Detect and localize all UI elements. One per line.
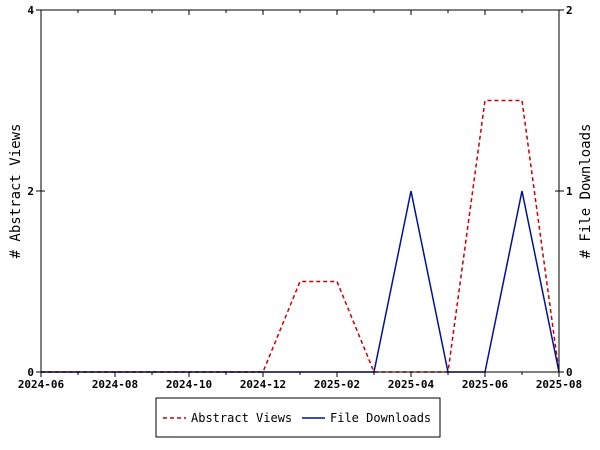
x-tick-label: 2025-02	[314, 378, 360, 391]
y-axis-title: # Abstract Views	[8, 124, 24, 259]
series-line-file-downloads	[41, 190, 560, 373]
y2-axis-title: # File Downloads	[578, 124, 594, 259]
x-tick-label: 2024-10	[166, 378, 212, 391]
chart-marks	[41, 99, 560, 373]
x-tick-label: 2025-08	[536, 378, 582, 391]
y-tick-label: 4	[27, 4, 34, 17]
x-axis: 2024-06 2024-08 2024-10 2024-12 2025-02 2025-…	[18, 10, 582, 391]
plot-frame	[40, 9, 560, 373]
y2-tick-label: 1	[566, 185, 573, 198]
legend-box	[155, 397, 441, 438]
x-tick-label: 2024-12	[240, 378, 286, 391]
y-axis-right: 0 1 2	[555, 4, 573, 379]
legend-label-abstract-views: Abstract Views	[191, 411, 292, 425]
legend: Abstract Views File Downloads	[155, 397, 441, 438]
x-tick-label: 2024-06	[18, 378, 65, 391]
x-tick-label: 2025-06	[462, 378, 509, 391]
y-axis-left: 0 2 4	[27, 4, 45, 379]
x-tick-label: 2024-08	[92, 378, 138, 391]
x-tick-label: 2025-04	[388, 378, 435, 391]
y-tick-label: 2	[27, 185, 34, 198]
y-tick-label: 0	[27, 366, 34, 379]
legend-label-file-downloads: File Downloads	[330, 411, 431, 425]
y2-tick-label: 2	[566, 4, 573, 17]
y2-tick-label: 0	[566, 366, 573, 379]
series-line-abstract-views	[41, 99, 560, 373]
